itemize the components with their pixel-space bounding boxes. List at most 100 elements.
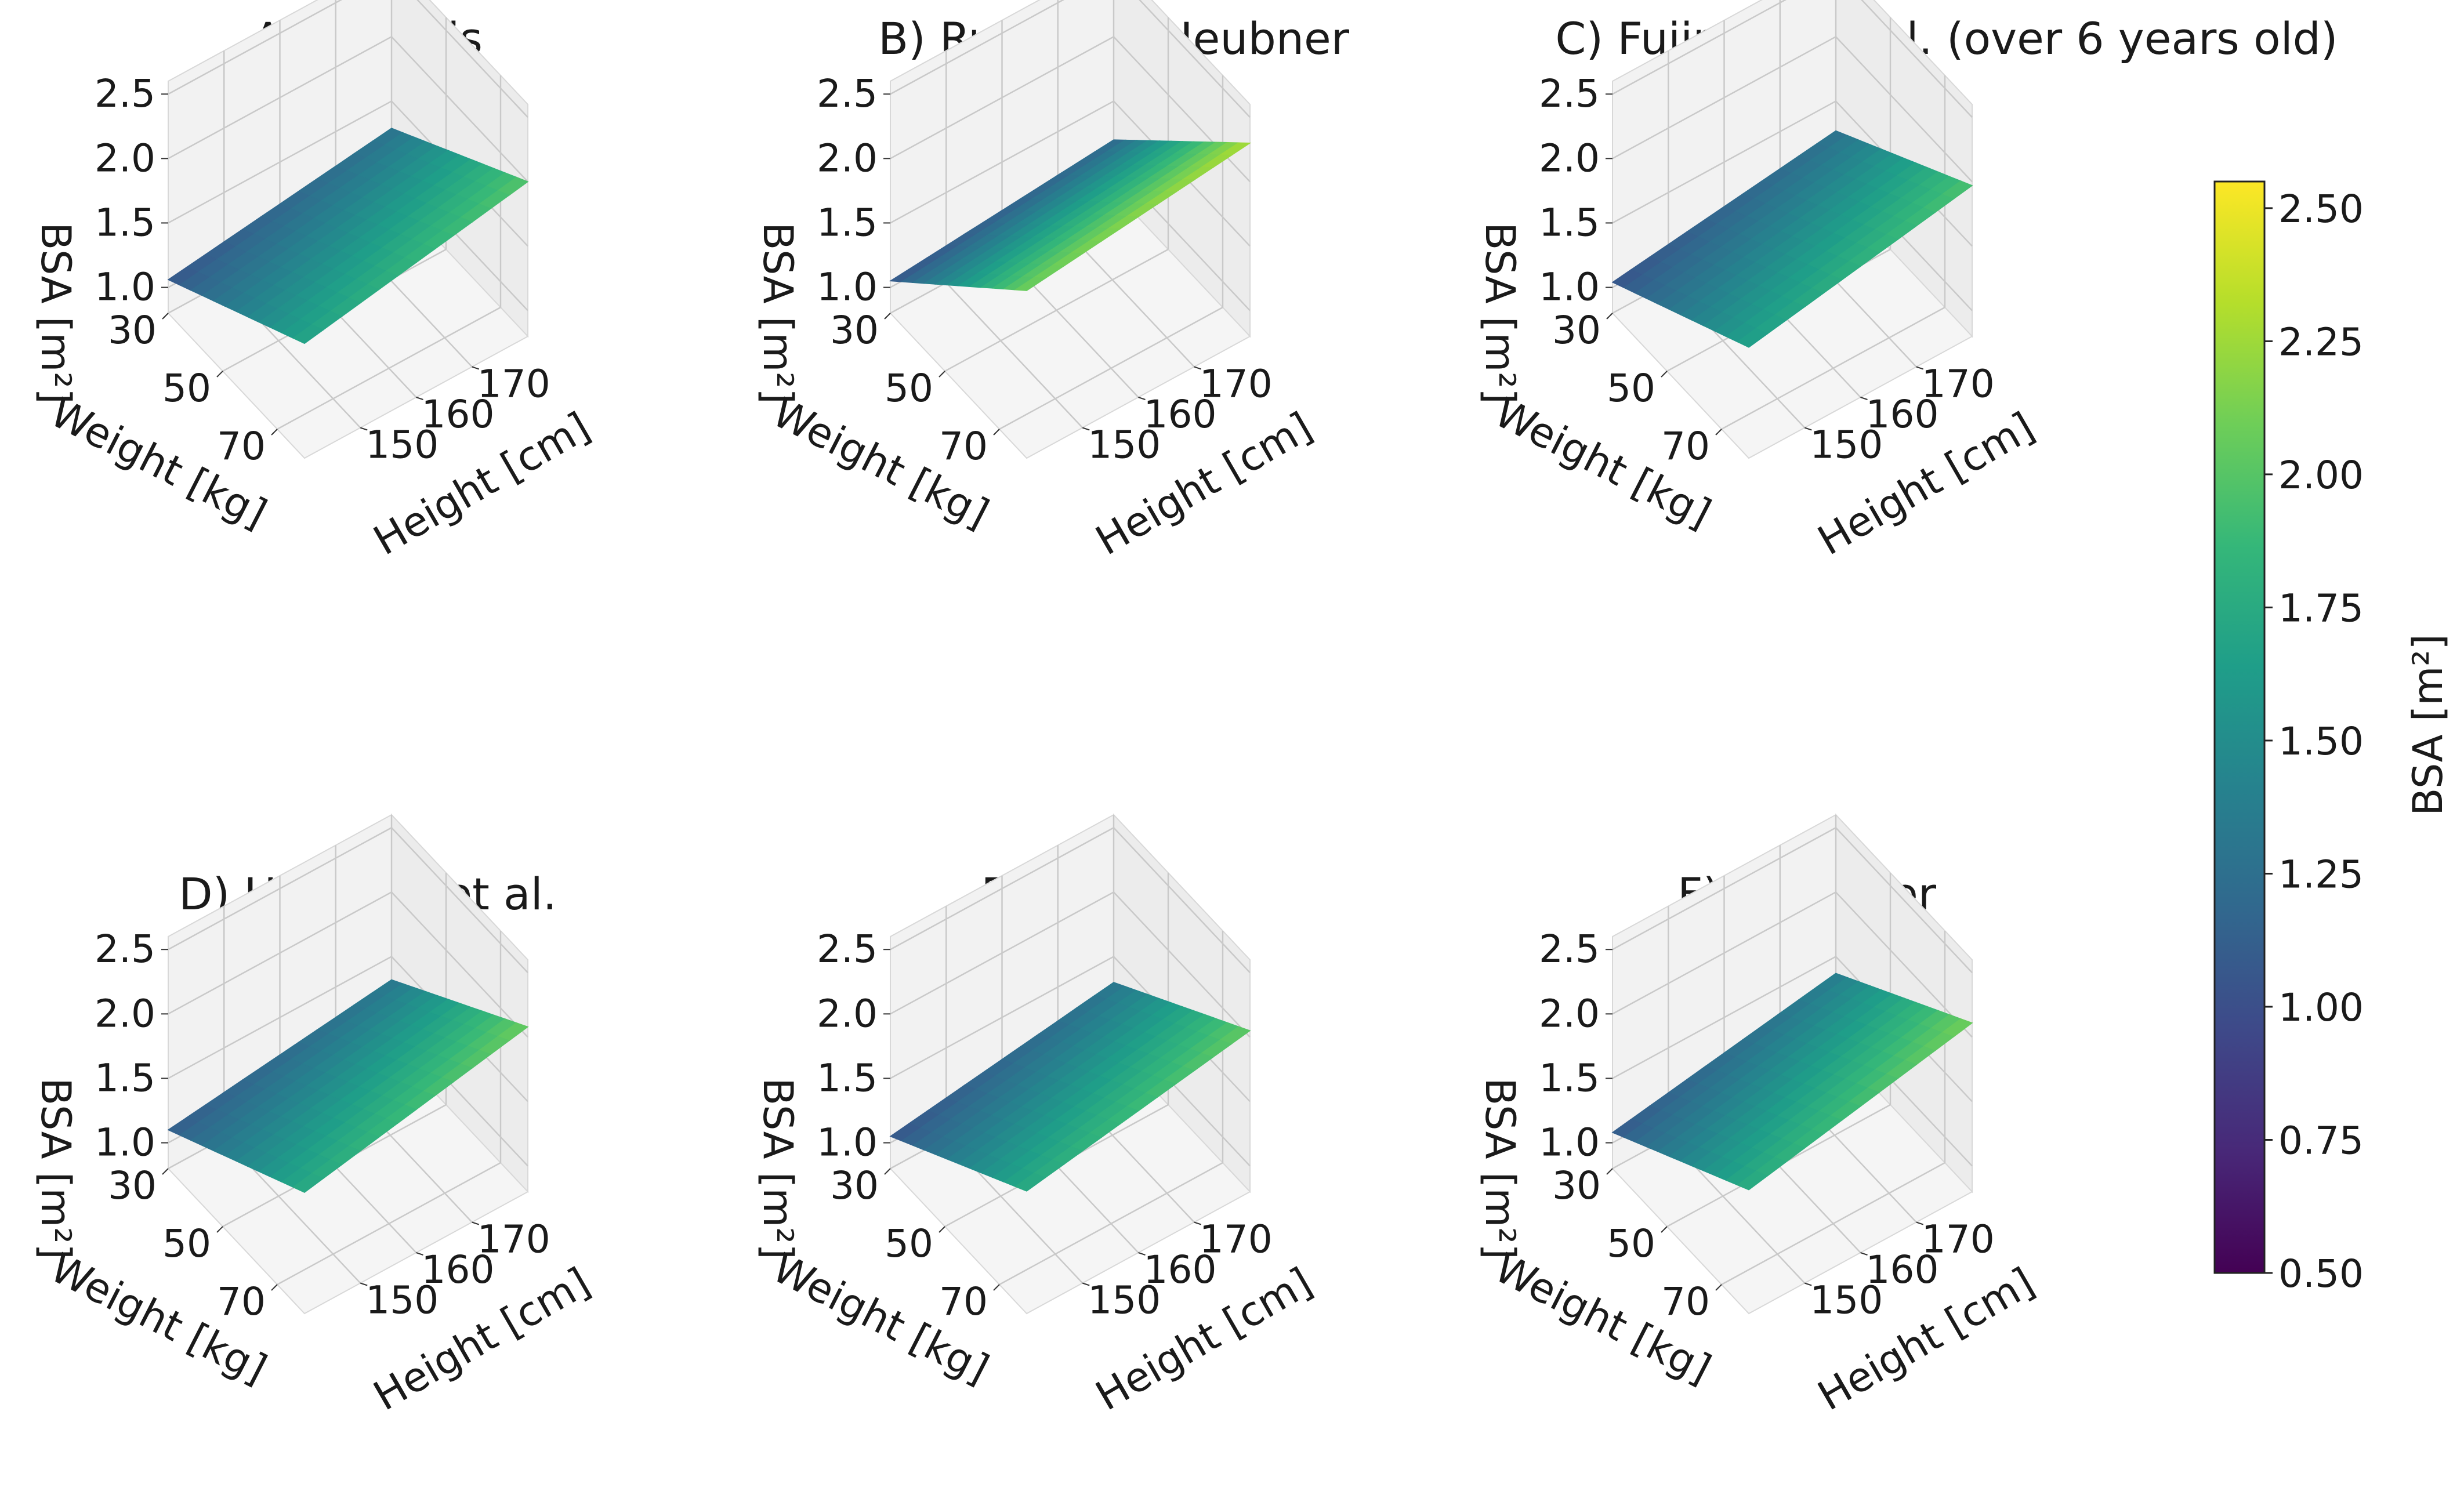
colorbar: 0.50 0.75 1.00 1.25 1.50 1.75 2.00 2.25 2.50 BSA … [2213,180,2452,1296]
x-tick-label: 50 [1607,366,1655,411]
x-tick-mark [1661,371,1668,378]
grid-line-z [391,891,528,1038]
colorbar-tick-label: 2.25 [2278,320,2364,364]
y-tick-label: 160 [422,1247,495,1292]
surface-patch [292,1173,324,1193]
x-tick-mark [271,1284,278,1291]
panel-d: D) Haycock et al.1.01.52.02.530507015016… [32,813,598,1420]
x-tick-label: 70 [217,1279,266,1324]
y-tick-mark [1138,397,1146,400]
y-tick-label: 170 [477,362,550,407]
colorbar-tick-label: 0.50 [2278,1251,2364,1296]
x-tick-mark [993,429,1000,436]
colorbar-tick-label: 0.75 [2278,1118,2364,1163]
panel-b: B) Rubner & Heubner1.01.52.02.5305070150… [754,0,1350,564]
x-tick-mark [884,1168,891,1175]
z-tick-label: 2.0 [817,136,878,180]
surface-patch [1736,1170,1769,1191]
colorbar-tick-label: 1.75 [2278,586,2364,630]
panel-a: A) Du Bois1.01.52.02.5305070150160170BSA… [32,0,598,564]
z-tick-label: 2.0 [95,991,155,1036]
z-tick-label: 2.0 [1539,136,1600,180]
x-tick-mark [939,1226,945,1233]
y-tick-mark [1916,1221,1924,1225]
y-tick-mark [472,1221,480,1225]
y-tick-mark [472,366,480,370]
z-axis-label: BSA [m²] [754,1078,802,1260]
y-tick-label: 160 [422,392,495,437]
z-tick-label: 2.0 [95,136,155,180]
colorbar-tick-label: 2.00 [2278,453,2364,498]
grid-line-z [391,827,528,974]
x-tick-mark [884,313,891,320]
y-tick-label: 150 [365,423,439,467]
y-tick-label: 170 [1200,1217,1273,1262]
y-tick-mark [1804,1282,1812,1286]
y-tick-mark [1860,1252,1868,1256]
x-tick-label: 50 [162,366,211,411]
surface-patch [1014,277,1047,291]
y-tick-label: 160 [1866,392,1939,437]
surface [889,139,1252,291]
panels: A) Du Bois1.01.52.02.5305070150160170BSA… [32,0,2338,1420]
y-tick-mark [416,1252,423,1256]
z-axis-label: BSA [m²] [1476,222,1524,404]
y-tick-label: 160 [1866,1247,1939,1292]
x-tick-label: 50 [162,1221,211,1266]
colorbar-label: BSA [m²] [2404,634,2452,816]
y-tick-label: 160 [1144,1247,1217,1292]
z-tick-label: 2.5 [95,927,155,971]
x-tick-label: 30 [1552,308,1601,353]
z-axis-label: BSA [m²] [32,1078,79,1260]
x-tick-label: 30 [1552,1163,1601,1208]
surface-patch [1736,328,1769,348]
surface-patch [292,324,324,344]
y-tick-mark [1138,1252,1146,1256]
y-tick-mark [1082,1282,1090,1286]
z-tick-label: 1.5 [1539,1055,1600,1100]
x-tick-mark [216,371,223,378]
z-tick-label: 2.5 [1539,927,1600,971]
grid-line-y [945,282,1084,429]
y-tick-label: 170 [477,1217,550,1262]
x-tick-mark [993,1284,1000,1291]
x-tick-mark [162,313,169,320]
y-tick-label: 150 [1088,423,1161,467]
colorbar-tick-label: 1.00 [2278,985,2364,1030]
z-tick-label: 1.5 [1539,200,1600,245]
grid-line-z [1113,827,1251,974]
surface [1611,973,1973,1191]
x-tick-label: 70 [1661,424,1710,469]
z-tick-label: 2.5 [95,71,155,116]
y-tick-mark [416,397,423,400]
y-tick-mark [360,427,368,431]
z-tick-label: 1.5 [817,200,878,245]
grid-line-z [391,36,528,183]
z-tick-label: 2.5 [817,927,878,971]
z-tick-label: 1.0 [1539,1120,1600,1165]
y-tick-mark [1194,1221,1202,1225]
z-tick-label: 1.5 [817,1055,878,1100]
z-tick-label: 1.0 [95,265,155,310]
x-tick-mark [1606,1168,1613,1175]
x-tick-label: 50 [1607,1221,1655,1266]
x-tick-mark [1715,429,1722,436]
y-tick-label: 170 [1922,1217,1995,1262]
x-tick-mark [1661,1226,1668,1233]
colorbar-gradient [2213,180,2266,1274]
x-tick-label: 70 [939,1279,988,1324]
z-axis-label: BSA [m²] [32,222,79,404]
y-tick-mark [1860,397,1868,400]
x-tick-label: 30 [830,1163,879,1208]
z-tick-label: 2.5 [1539,71,1600,116]
z-tick-label: 2.0 [1539,991,1600,1036]
grid-line-z [1835,36,1973,183]
panel-f: F) Mosteller1.01.52.02.5305070150160170B… [1476,813,2042,1420]
x-tick-mark [162,1168,169,1175]
y-tick-label: 150 [1088,1278,1161,1323]
z-tick-label: 1.0 [1539,265,1600,310]
y-tick-label: 170 [1922,362,1995,407]
colorbar-tick-label: 1.50 [2278,719,2364,764]
grid-line-z [1139,0,1251,118]
z-tick-label: 1.0 [817,265,878,310]
